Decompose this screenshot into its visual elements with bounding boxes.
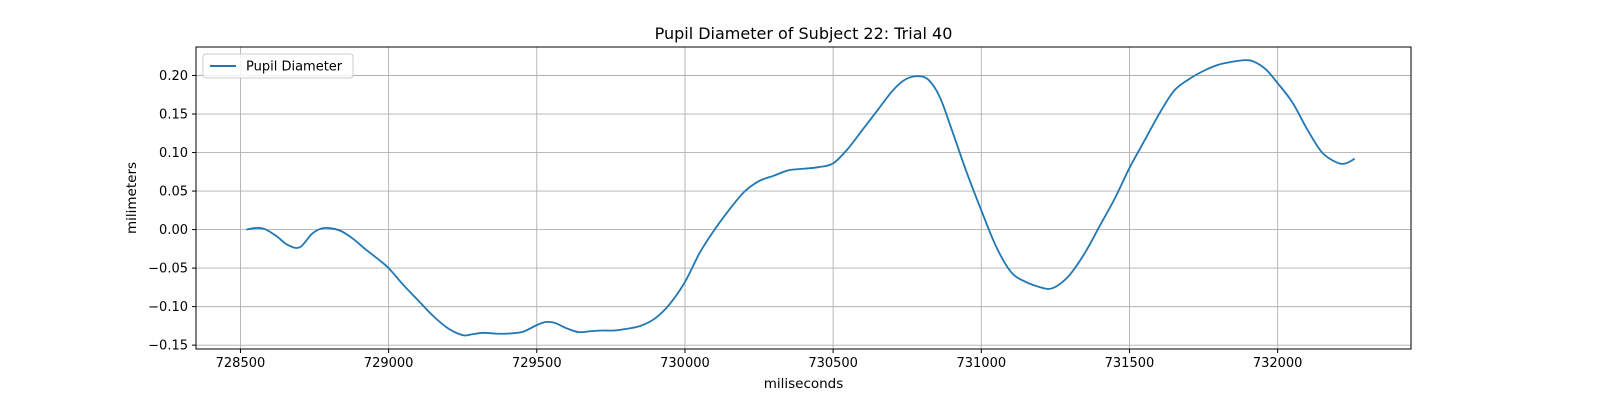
x-tick-label: 728500 (216, 356, 266, 371)
y-tick-label: 0.15 (159, 108, 188, 123)
y-tick-label: −0.05 (148, 262, 188, 277)
x-tick-label: 731000 (956, 356, 1006, 371)
x-tick-label: 730500 (808, 356, 858, 371)
y-tick-label: −0.10 (148, 300, 188, 315)
y-tick-label: −0.15 (148, 339, 188, 354)
x-tick-label: 731500 (1105, 356, 1155, 371)
legend-box (202, 53, 354, 79)
chart-title: Pupil Diameter of Subject 22: Trial 40 (655, 24, 953, 43)
y-tick-label: 0.20 (159, 69, 188, 84)
y-axis-label: milimeters (124, 162, 140, 234)
x-tick-label: 730000 (660, 356, 710, 371)
x-tick-label: 729500 (512, 356, 562, 371)
x-axis-label: miliseconds (764, 376, 844, 392)
series-layer (246, 59, 1356, 337)
x-axis: 728500 729000 729500 730000 730500 731000 7315… (216, 349, 1303, 371)
y-axis: −0.15 −0.10 −0.05 0.00 0.05 0.10 0.15 0.20 (148, 69, 196, 354)
y-tick-label: 0.05 (159, 185, 188, 200)
legend: Pupil Diameter (202, 53, 354, 79)
x-tick-label: 732000 (1253, 356, 1303, 371)
legend-label: Pupil Diameter (246, 60, 343, 75)
y-tick-label: 0.00 (159, 223, 188, 238)
series-line-pupil-diameter (246, 59, 1356, 337)
y-tick-label: 0.10 (159, 146, 188, 161)
plot-frame (195, 46, 1412, 350)
x-tick-label: 729000 (364, 356, 414, 371)
grid (196, 47, 1411, 349)
